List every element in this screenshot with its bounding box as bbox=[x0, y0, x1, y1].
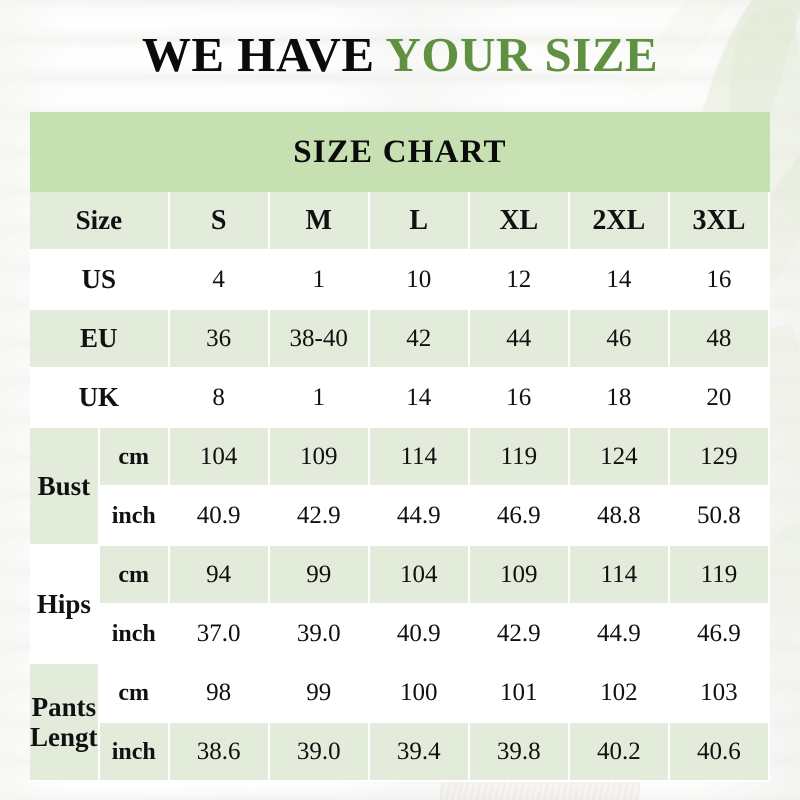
row-label-hips: Hips bbox=[30, 546, 100, 664]
cell-bust-cm-s: 104 bbox=[169, 428, 270, 487]
cell-bust-inch-m: 42.9 bbox=[269, 487, 370, 546]
cell-hips-inch-3xl: 46.9 bbox=[669, 605, 770, 664]
cell-uk-m: 1 bbox=[269, 369, 370, 428]
table-row-bust-cm: Bust cm 104 109 114 119 124 129 bbox=[30, 428, 770, 546]
unit-bust-cm: cm bbox=[99, 428, 170, 487]
cell-bust-inch-l: 44.9 bbox=[369, 487, 470, 546]
cell-us-3xl: 16 bbox=[669, 251, 770, 310]
page-title-green-part: YOUR SIZE bbox=[374, 27, 659, 82]
cell-bust-cm-l: 114 bbox=[369, 428, 470, 487]
size-chart-caption: SIZE CHART bbox=[293, 133, 507, 170]
cell-pants-inch-xl: 39.8 bbox=[469, 723, 570, 782]
row-label-pants-line2: Length bbox=[30, 722, 98, 752]
cell-eu-3xl: 48 bbox=[669, 310, 770, 369]
unit-bust-inch: inch bbox=[99, 487, 170, 546]
cell-pants-inch-l: 39.4 bbox=[369, 723, 470, 782]
cell-us-s: 4 bbox=[169, 251, 270, 310]
header-cell-s: S bbox=[169, 192, 270, 251]
cell-us-l: 10 bbox=[369, 251, 470, 310]
cell-pants-inch-s: 38.6 bbox=[169, 723, 270, 782]
cell-pants-cm-2xl: 102 bbox=[569, 664, 670, 723]
cell-us-2xl: 14 bbox=[569, 251, 670, 310]
table-row-bust-inch: inch 40.9 42.9 44.9 46.9 48.8 50.8 bbox=[30, 487, 770, 546]
cell-uk-xl: 16 bbox=[469, 369, 570, 428]
header-cell-3xl: 3XL bbox=[669, 192, 770, 251]
cell-us-m: 1 bbox=[269, 251, 370, 310]
header-cell-m: M bbox=[269, 192, 370, 251]
table-row-pants-length-inch: inch 38.6 39.0 39.4 39.8 40.2 40.6 bbox=[30, 723, 770, 782]
table-row-us: US 4 1 10 12 14 16 bbox=[30, 251, 770, 310]
cell-eu-l: 42 bbox=[369, 310, 470, 369]
cell-pants-cm-3xl: 103 bbox=[669, 664, 770, 723]
size-chart-table: Size S M L XL 2XL 3XL US 4 1 10 12 14 bbox=[30, 192, 770, 782]
cell-pants-cm-xl: 101 bbox=[469, 664, 570, 723]
header-cell-l: L bbox=[369, 192, 470, 251]
table-row-eu: EU 36 38-40 42 44 46 48 bbox=[30, 310, 770, 369]
cell-hips-inch-m: 39.0 bbox=[269, 605, 370, 664]
cell-hips-cm-2xl: 114 bbox=[569, 546, 670, 605]
row-label-pants-length: Pants Length bbox=[30, 664, 100, 782]
cell-pants-inch-m: 39.0 bbox=[269, 723, 370, 782]
cell-eu-xl: 44 bbox=[469, 310, 570, 369]
cell-bust-cm-3xl: 129 bbox=[669, 428, 770, 487]
unit-pants-inch: inch bbox=[99, 723, 170, 782]
cell-hips-cm-s: 94 bbox=[169, 546, 270, 605]
cell-bust-inch-2xl: 48.8 bbox=[569, 487, 670, 546]
cell-hips-cm-xl: 109 bbox=[469, 546, 570, 605]
row-label-us: US bbox=[30, 251, 170, 310]
cell-pants-cm-l: 100 bbox=[369, 664, 470, 723]
cell-hips-cm-3xl: 119 bbox=[669, 546, 770, 605]
row-label-bust: Bust bbox=[30, 428, 100, 546]
header-cell-xl: XL bbox=[469, 192, 570, 251]
header-cell-2xl: 2XL bbox=[569, 192, 670, 251]
size-chart-table-wrapper: SIZE CHART Size S M L XL 2XL 3XL bbox=[30, 112, 770, 782]
cell-pants-inch-2xl: 40.2 bbox=[569, 723, 670, 782]
cell-uk-l: 14 bbox=[369, 369, 470, 428]
cell-pants-cm-m: 99 bbox=[269, 664, 370, 723]
table-row-uk: UK 8 1 14 16 18 20 bbox=[30, 369, 770, 428]
cell-eu-s: 36 bbox=[169, 310, 270, 369]
cell-eu-m: 38-40 bbox=[269, 310, 370, 369]
cell-bust-inch-3xl: 50.8 bbox=[669, 487, 770, 546]
cell-pants-inch-3xl: 40.6 bbox=[669, 723, 770, 782]
cell-uk-2xl: 18 bbox=[569, 369, 670, 428]
table-row-hips-cm: Hips cm 94 99 104 109 114 119 bbox=[30, 546, 770, 664]
unit-hips-cm: cm bbox=[99, 546, 170, 605]
cell-uk-s: 8 bbox=[169, 369, 270, 428]
cell-hips-inch-xl: 42.9 bbox=[469, 605, 570, 664]
cell-hips-cm-m: 99 bbox=[269, 546, 370, 605]
header-cell-size: Size bbox=[30, 192, 170, 251]
page-title-dark-part: WE HAVE bbox=[141, 27, 375, 82]
cell-eu-2xl: 46 bbox=[569, 310, 670, 369]
cell-bust-inch-s: 40.9 bbox=[169, 487, 270, 546]
cell-us-xl: 12 bbox=[469, 251, 570, 310]
size-chart-header-band: SIZE CHART bbox=[30, 112, 770, 192]
page-title: WE HAVE YOUR SIZE bbox=[0, 24, 800, 86]
cell-hips-cm-l: 104 bbox=[369, 546, 470, 605]
cell-uk-3xl: 20 bbox=[669, 369, 770, 428]
row-label-eu: EU bbox=[30, 310, 170, 369]
row-label-pants-line1: Pants bbox=[31, 692, 97, 722]
table-row-hips-inch: inch 37.0 39.0 40.9 42.9 44.9 46.9 bbox=[30, 605, 770, 664]
cell-hips-inch-l: 40.9 bbox=[369, 605, 470, 664]
unit-hips-inch: inch bbox=[99, 605, 170, 664]
cell-hips-inch-2xl: 44.9 bbox=[569, 605, 670, 664]
row-label-uk: UK bbox=[30, 369, 170, 428]
cell-bust-cm-2xl: 124 bbox=[569, 428, 670, 487]
cell-bust-inch-xl: 46.9 bbox=[469, 487, 570, 546]
cell-pants-cm-s: 98 bbox=[169, 664, 270, 723]
table-row-size-header: Size S M L XL 2XL 3XL bbox=[30, 192, 770, 251]
cell-bust-cm-xl: 119 bbox=[469, 428, 570, 487]
unit-pants-cm: cm bbox=[99, 664, 170, 723]
cell-hips-inch-s: 37.0 bbox=[169, 605, 270, 664]
table-row-pants-length-cm: Pants Length cm 98 99 100 101 102 103 bbox=[30, 664, 770, 782]
cell-bust-cm-m: 109 bbox=[269, 428, 370, 487]
